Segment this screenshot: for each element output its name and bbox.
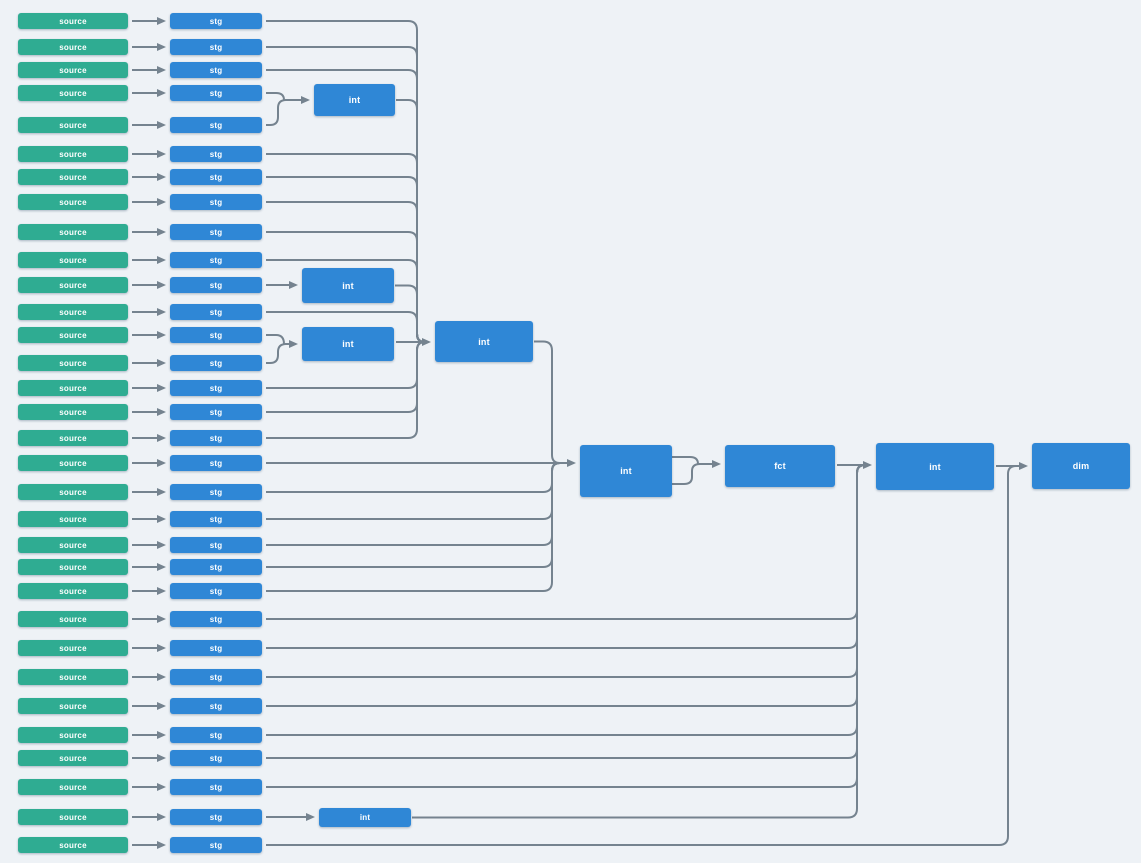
node-int1[interactable]: int [435,321,533,362]
node-source-15[interactable]: source [18,380,128,396]
node-stg-19[interactable]: stg [170,484,262,500]
node-source-16[interactable]: source [18,404,128,420]
node-dim[interactable]: dim [1032,443,1130,489]
node-stg-27[interactable]: stg [170,698,262,714]
node-source-3[interactable]: source [18,62,128,78]
node-stg-15[interactable]: stg [170,380,262,396]
edge-line [412,464,866,819]
node-stg-3[interactable]: stg [170,62,262,78]
edge-line [266,153,426,343]
node-stg-31[interactable]: stg [170,809,262,825]
edge-line [266,92,285,101]
edge-line [266,464,866,620]
node-stg-25[interactable]: stg [170,640,262,656]
node-source-31[interactable]: source [18,809,128,825]
node-source-21[interactable]: source [18,537,128,553]
node-source-11[interactable]: source [18,277,128,293]
edge-line [266,464,866,678]
edge-line [266,464,866,707]
node-stg-8[interactable]: stg [170,194,262,210]
node-stg-30[interactable]: stg [170,779,262,795]
node-stg-13[interactable]: stg [170,327,262,343]
node-source-18[interactable]: source [18,455,128,471]
node-stg-7[interactable]: stg [170,169,262,185]
node-stg-4[interactable]: stg [170,85,262,101]
edge-line [672,456,699,465]
node-stg-24[interactable]: stg [170,611,262,627]
node-source-27[interactable]: source [18,698,128,714]
node-source-24[interactable]: source [18,611,128,627]
edge-line [266,99,287,126]
node-intB[interactable]: int [302,268,394,303]
edge-line [672,463,701,485]
edge-line [266,464,866,736]
node-stg-6[interactable]: stg [170,146,262,162]
node-source-6[interactable]: source [18,146,128,162]
node-stg-18[interactable]: stg [170,455,262,471]
node-source-14[interactable]: source [18,355,128,371]
node-source-13[interactable]: source [18,327,128,343]
edge-line [266,462,561,546]
node-stg-20[interactable]: stg [170,511,262,527]
node-stg-9[interactable]: stg [170,224,262,240]
node-source-2[interactable]: source [18,39,128,55]
node-int2[interactable]: int [580,445,672,497]
node-source-32[interactable]: source [18,837,128,853]
edge-line [266,343,287,364]
node-source-22[interactable]: source [18,559,128,575]
edge-line [534,340,561,464]
node-source-9[interactable]: source [18,224,128,240]
node-stg-23[interactable]: stg [170,583,262,599]
node-fct[interactable]: fct [725,445,835,487]
node-stg-28[interactable]: stg [170,727,262,743]
node-stg-22[interactable]: stg [170,559,262,575]
node-source-25[interactable]: source [18,640,128,656]
node-stg-2[interactable]: stg [170,39,262,55]
node-source-10[interactable]: source [18,252,128,268]
edge-line [266,465,1017,846]
node-source-4[interactable]: source [18,85,128,101]
edge-line [266,464,866,788]
node-source-1[interactable]: source [18,13,128,29]
node-stg-12[interactable]: stg [170,304,262,320]
node-intA[interactable]: int [314,84,395,116]
edge-line [396,99,426,343]
node-intC[interactable]: int [302,327,394,361]
node-source-12[interactable]: source [18,304,128,320]
node-source-29[interactable]: source [18,750,128,766]
node-stg-17[interactable]: stg [170,430,262,446]
node-source-20[interactable]: source [18,511,128,527]
node-source-28[interactable]: source [18,727,128,743]
node-intD[interactable]: int [319,808,411,827]
node-source-26[interactable]: source [18,669,128,685]
edge-line [266,462,561,568]
edge-line [266,462,561,493]
node-stg-11[interactable]: stg [170,277,262,293]
node-stg-32[interactable]: stg [170,837,262,853]
edge-line [395,284,426,343]
node-source-19[interactable]: source [18,484,128,500]
node-int3[interactable]: int [876,443,994,490]
node-source-23[interactable]: source [18,583,128,599]
edge-line [266,462,561,592]
node-source-7[interactable]: source [18,169,128,185]
node-stg-16[interactable]: stg [170,404,262,420]
node-stg-10[interactable]: stg [170,252,262,268]
node-source-17[interactable]: source [18,430,128,446]
node-source-30[interactable]: source [18,779,128,795]
node-stg-5[interactable]: stg [170,117,262,133]
node-stg-1[interactable]: stg [170,13,262,29]
node-source-8[interactable]: source [18,194,128,210]
node-stg-26[interactable]: stg [170,669,262,685]
node-source-5[interactable]: source [18,117,128,133]
edge-line [266,334,285,345]
edge-line [266,464,866,759]
node-stg-14[interactable]: stg [170,355,262,371]
node-stg-29[interactable]: stg [170,750,262,766]
node-stg-21[interactable]: stg [170,537,262,553]
